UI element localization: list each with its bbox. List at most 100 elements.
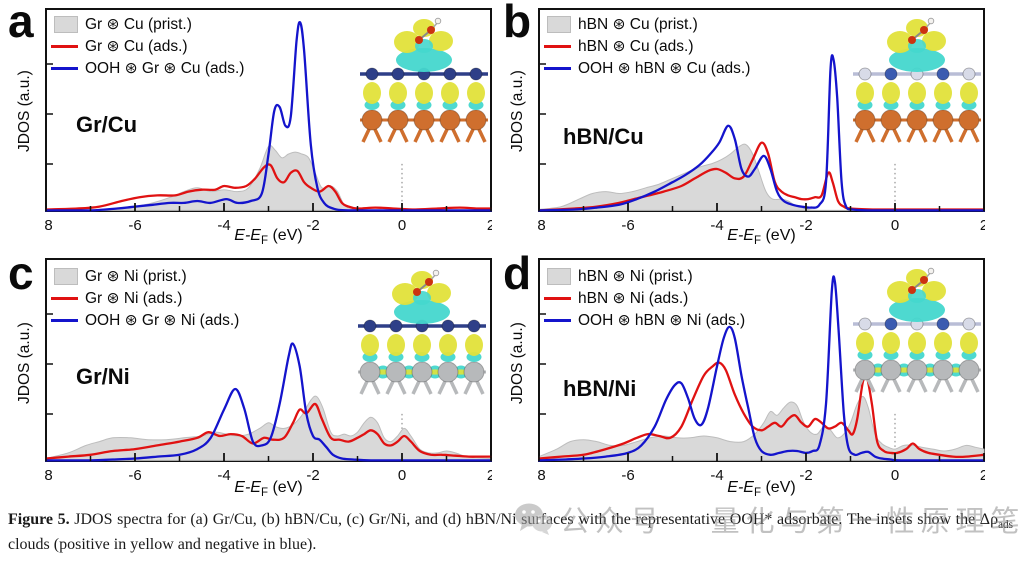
hydrogen-atom	[432, 269, 440, 277]
ads-line-curve	[538, 361, 985, 460]
red-line-swatch	[544, 296, 571, 300]
legend-label: hBN ⊛ Ni (ads.)	[578, 289, 689, 307]
positive-cloud	[429, 31, 453, 51]
gray-area-swatch	[547, 267, 571, 285]
x-tick-label: -2	[799, 217, 812, 234]
negative-cloud	[889, 48, 945, 72]
legend-item-pristine: hBN ⊛ Ni (prist.)	[544, 265, 745, 287]
caption-subscript: ads	[998, 519, 1014, 532]
gray-area-swatch	[54, 15, 78, 33]
layer-atom	[365, 67, 379, 81]
inset-structure-gr-cu	[360, 17, 488, 143]
pristine-area-curve	[45, 144, 491, 211]
legend-label: Gr ⊛ Ni (prist.)	[85, 267, 187, 285]
legend-item-pristine: hBN ⊛ Cu (prist.)	[544, 13, 750, 35]
inset-structure-hbn-ni	[853, 267, 981, 393]
x-label-unit: (eV)	[268, 479, 303, 496]
inset-structure-hbn-cu	[853, 17, 981, 143]
legend-item-ads: Gr ⊛ Cu (ads.)	[51, 35, 244, 57]
positive-cloud	[882, 332, 900, 354]
substrate-atom	[361, 109, 383, 131]
substrate-atom	[437, 361, 459, 383]
legend-label: hBN ⊛ Cu (prist.)	[578, 15, 698, 33]
positive-cloud	[856, 82, 874, 104]
substrate-atom	[463, 361, 485, 383]
positive-cloud	[363, 82, 381, 104]
legend: Gr ⊛ Cu (prist.) Gr ⊛ Cu (ads.) OOH ⊛ Gr…	[51, 13, 244, 79]
positive-cloud	[922, 31, 946, 51]
substrate-atom	[439, 109, 461, 131]
y-axis-label: JDOS (a.u.)	[16, 70, 33, 152]
legend-item-ads: hBN ⊛ Ni (ads.)	[544, 287, 745, 309]
x-label-symbol: E-E	[727, 479, 754, 496]
legend-label: OOH ⊛ Gr ⊛ Ni (ads.)	[85, 311, 240, 329]
hydrogen-atom	[927, 267, 935, 275]
oxygen-atom	[920, 276, 928, 284]
oxygen-atom	[908, 286, 916, 294]
x-tick-label: -4	[710, 217, 723, 234]
substrate-atom	[854, 359, 876, 381]
legend-item-ooh-ads: OOH ⊛ hBN ⊛ Cu (ads.)	[544, 57, 750, 79]
substrate-atom	[413, 109, 435, 131]
legend: Gr ⊛ Ni (prist.) Gr ⊛ Ni (ads.) OOH ⊛ Gr…	[51, 265, 239, 331]
ooh-line-curve	[538, 54, 985, 212]
hydrogen-atom	[434, 17, 442, 25]
caption-body-2: clouds (positive in yellow and negative …	[8, 536, 317, 554]
legend-item-pristine: Gr ⊛ Cu (prist.)	[51, 13, 244, 35]
layer-atom	[441, 319, 455, 333]
legend-item-ads: Gr ⊛ Ni (ads.)	[51, 287, 239, 309]
x-tick-label: -8	[45, 217, 53, 234]
ooh-line-curve	[538, 275, 985, 462]
positive-cloud	[934, 82, 952, 104]
legend-item-ads: hBN ⊛ Cu (ads.)	[544, 35, 750, 57]
layer-atom	[936, 317, 950, 331]
red-line-swatch	[51, 296, 78, 300]
layer-atom	[363, 319, 377, 333]
x-label-subscript: F	[753, 235, 762, 248]
oxygen-atom	[908, 36, 916, 44]
positive-cloud	[908, 332, 926, 354]
system-label: Gr/Ni	[76, 364, 130, 389]
panel-letter-b: b	[503, 0, 532, 47]
x-tick-label: -8	[45, 467, 53, 484]
x-tick-label: -2	[799, 467, 812, 484]
substrate-atom	[359, 361, 381, 383]
x-label-unit: (eV)	[761, 479, 796, 496]
legend-item-ooh-ads: OOH ⊛ hBN ⊛ Ni (ads.)	[544, 309, 745, 331]
oxygen-atom	[425, 278, 433, 286]
positive-cloud	[439, 334, 457, 356]
substrate-atom	[854, 109, 876, 131]
layer-atom	[884, 67, 898, 81]
x-label-unit: (eV)	[268, 227, 303, 244]
layer-atom	[962, 317, 976, 331]
x-axis-label: E-EF (eV)	[538, 479, 985, 499]
legend: hBN ⊛ Ni (prist.) hBN ⊛ Ni (ads.) OOH ⊛ …	[544, 265, 745, 331]
legend-label: hBN ⊛ Cu (ads.)	[578, 37, 694, 55]
substrate-atom	[465, 109, 487, 131]
legend-item-pristine: Gr ⊛ Ni (prist.)	[51, 265, 239, 287]
x-axis-label: E-EF (eV)	[45, 479, 492, 499]
layer-atom	[962, 67, 976, 81]
ooh-line-curve	[45, 20, 492, 212]
legend-label: hBN ⊛ Ni (prist.)	[578, 267, 693, 285]
system-label: Gr/Cu	[76, 112, 138, 137]
legend-item-ooh-ads: OOH ⊛ Gr ⊛ Ni (ads.)	[51, 309, 239, 331]
legend-label: Gr ⊛ Ni (ads.)	[85, 289, 183, 307]
positive-cloud	[467, 82, 485, 104]
positive-cloud	[887, 31, 913, 53]
x-tick-label: 0	[891, 217, 899, 234]
legend-label: Gr ⊛ Cu (prist.)	[85, 15, 192, 33]
x-tick-label: 0	[398, 467, 406, 484]
blue-line-swatch	[544, 318, 571, 322]
red-line-swatch	[51, 44, 78, 48]
substrate-atom	[880, 109, 902, 131]
charge-density-structure	[360, 17, 488, 143]
positive-cloud	[908, 82, 926, 104]
gray-area-swatch	[547, 15, 571, 33]
legend: hBN ⊛ Cu (prist.) hBN ⊛ Cu (ads.) OOH ⊛ …	[544, 13, 750, 79]
x-label-subscript: F	[753, 487, 762, 500]
x-axis-label: E-EF (eV)	[538, 227, 985, 247]
negative-cloud	[889, 298, 945, 322]
x-tick-label: -6	[621, 217, 634, 234]
legend-label: OOH ⊛ hBN ⊛ Ni (ads.)	[578, 311, 746, 329]
